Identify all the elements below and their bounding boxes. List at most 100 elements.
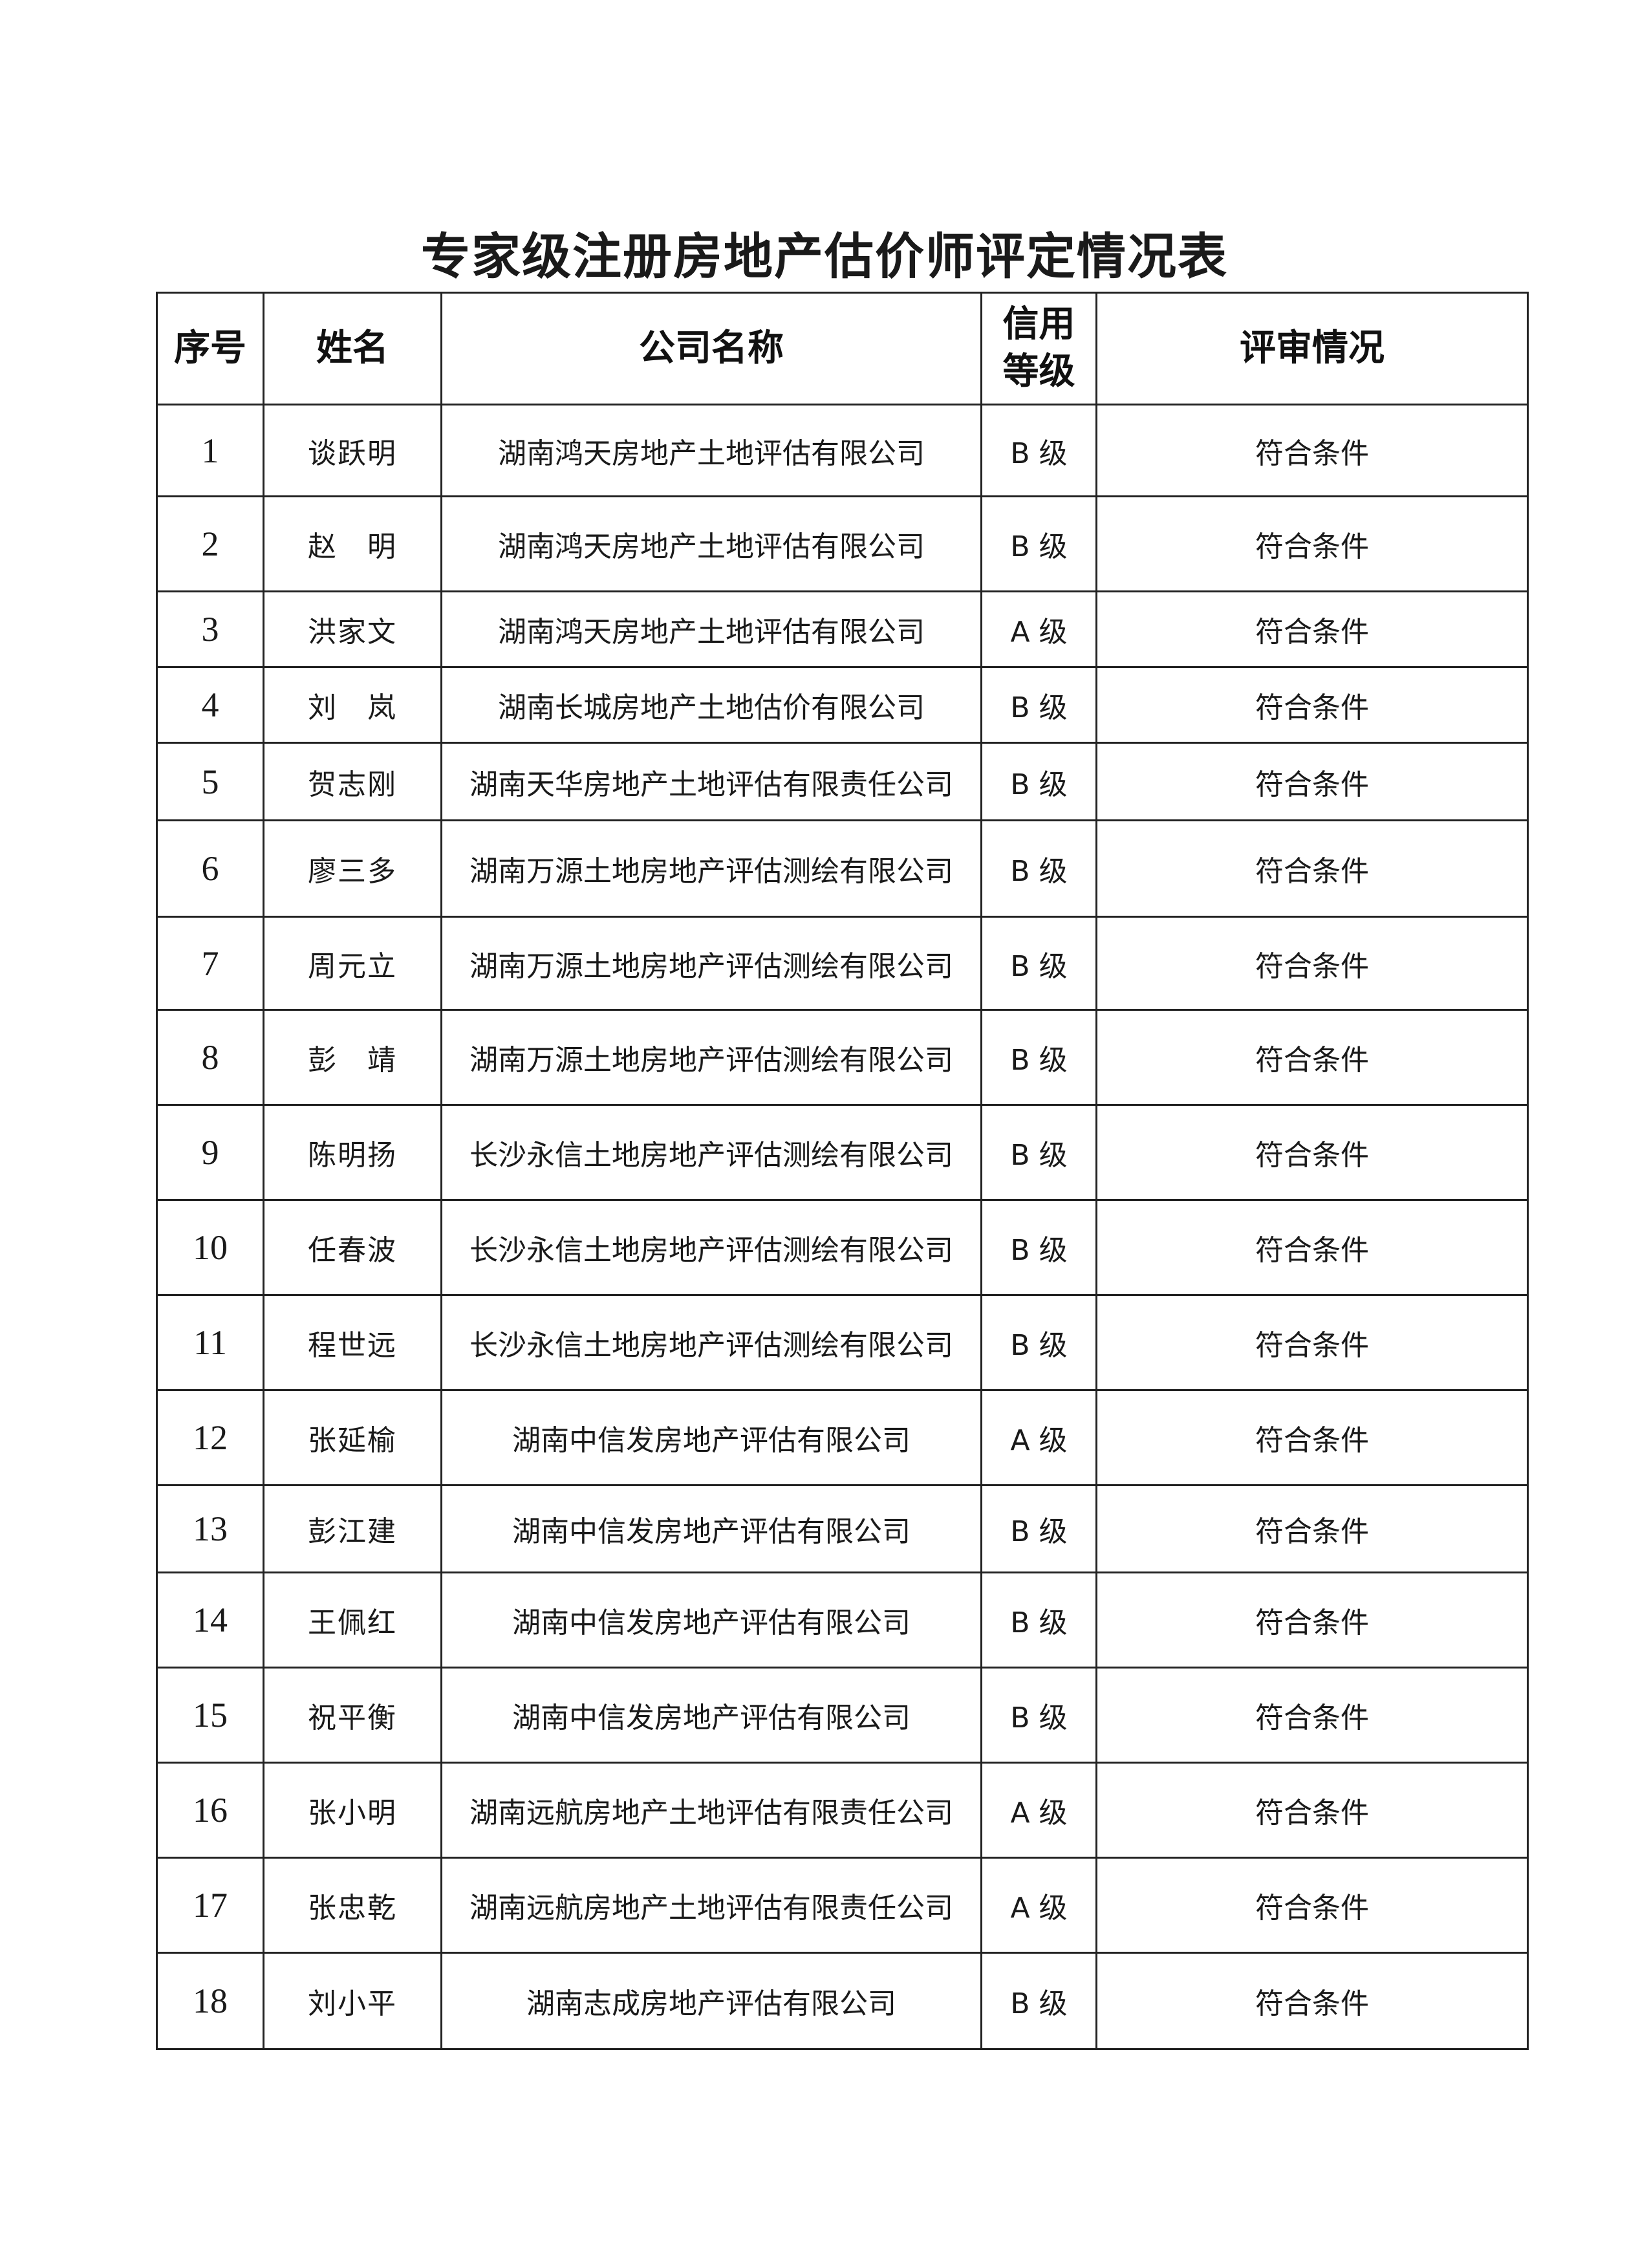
cell-name: 程世远 [263,1294,442,1391]
cell-no: 3 [156,590,264,668]
page-title: 专家级注册房地产估价师评定情况表 [421,228,1228,285]
cell-company: 长沙永信土地房地产评估测绘有限公司 [440,1294,982,1391]
header-credit-grade: 信用等级 [980,292,1097,405]
header-name: 姓名 [263,292,442,405]
cell-company: 湖南中信发房地产评估有限公司 [440,1389,982,1486]
table-row: 3 洪家文 湖南鸿天房地产土地评估有限公司 A 级符合条件 [156,590,1529,668]
cell-review-result: 符合条件 [1095,404,1529,497]
cell-no: 18 [156,1952,264,2050]
cell-name: 谈跃明 [263,404,442,497]
table-row: 7 周元立 湖南万源土地房地产评估测绘有限公司 B 级符合条件 [156,916,1529,1011]
cell-company: 湖南万源土地房地产评估测绘有限公司 [440,819,982,918]
table-row: 16 张小明 湖南远航房地产土地评估有限责任公司 A 级符合条件 [156,1762,1529,1859]
cell-review-result: 符合条件 [1095,1199,1529,1296]
cell-credit-grade: B 级 [980,495,1097,592]
cell-credit-grade: A 级 [980,590,1097,668]
cell-credit-grade: B 级 [980,1199,1097,1296]
cell-name: 任春波 [263,1199,442,1296]
cell-name: 陈明扬 [263,1104,442,1201]
cell-company: 湖南中信发房地产评估有限公司 [440,1571,982,1669]
cell-review-result: 符合条件 [1095,1009,1529,1106]
cell-name: 周元立 [263,916,442,1011]
table-header-row: 序号 姓名 公司名称 信用等级 评审情况 [156,292,1529,405]
cell-company: 湖南长城房地产土地估价有限公司 [440,666,982,744]
cell-credit-grade: B 级 [980,1484,1097,1573]
table-row: 13 彭江建 湖南中信发房地产评估有限公司 B 级符合条件 [156,1484,1529,1573]
header-review-result: 评审情况 [1095,292,1529,405]
cell-credit-grade: B 级 [980,1294,1097,1391]
table-row: 1 谈跃明 湖南鸿天房地产土地评估有限公司 B 级符合条件 [156,404,1529,497]
cell-review-result: 符合条件 [1095,590,1529,668]
cell-review-result: 符合条件 [1095,742,1529,821]
table-row: 9 陈明扬 长沙永信土地房地产评估测绘有限公司 B 级符合条件 [156,1104,1529,1201]
cell-credit-grade: B 级 [980,1571,1097,1669]
cell-review-result: 符合条件 [1095,1571,1529,1669]
cell-review-result: 符合条件 [1095,1667,1529,1764]
cell-company: 长沙永信土地房地产评估测绘有限公司 [440,1199,982,1296]
cell-name: 王佩红 [263,1571,442,1669]
cell-no: 10 [156,1199,264,1296]
cell-credit-grade: B 级 [980,1104,1097,1201]
cell-name: 祝平衡 [263,1667,442,1764]
cell-no: 16 [156,1762,264,1859]
cell-company: 湖南万源土地房地产评估测绘有限公司 [440,916,982,1011]
cell-review-result: 符合条件 [1095,819,1529,918]
table-row: 6 廖三多 湖南万源土地房地产评估测绘有限公司 B 级符合条件 [156,819,1529,918]
cell-review-result: 符合条件 [1095,1104,1529,1201]
header-no: 序号 [156,292,264,405]
cell-company: 湖南鸿天房地产土地评估有限公司 [440,590,982,668]
cell-company: 湖南中信发房地产评估有限公司 [440,1484,982,1573]
table-row: 18 刘小平 湖南志成房地产评估有限公司 B 级符合条件 [156,1952,1529,2050]
table-row: 12 张延榆 湖南中信发房地产评估有限公司 A 级符合条件 [156,1389,1529,1486]
cell-company: 湖南远航房地产土地评估有限责任公司 [440,1762,982,1859]
cell-company: 湖南中信发房地产评估有限公司 [440,1667,982,1764]
cell-company: 湖南万源土地房地产评估测绘有限公司 [440,1009,982,1106]
table-row: 17 张忠乾 湖南远航房地产土地评估有限责任公司 A 级符合条件 [156,1857,1529,1954]
cell-no: 4 [156,666,264,744]
cell-review-result: 符合条件 [1095,1857,1529,1954]
cell-company: 湖南志成房地产评估有限公司 [440,1952,982,2050]
cell-no: 17 [156,1857,264,1954]
table-row: 15 祝平衡 湖南中信发房地产评估有限公司 B 级符合条件 [156,1667,1529,1764]
cell-name: 贺志刚 [263,742,442,821]
header-company: 公司名称 [440,292,982,405]
cell-no: 7 [156,916,264,1011]
cell-credit-grade: B 级 [980,666,1097,744]
cell-credit-grade: B 级 [980,1952,1097,2050]
cell-review-result: 符合条件 [1095,1952,1529,2050]
cell-name: 张小明 [263,1762,442,1859]
cell-credit-grade: A 级 [980,1857,1097,1954]
cell-no: 2 [156,495,264,592]
cell-no: 11 [156,1294,264,1391]
cell-name: 洪家文 [263,590,442,668]
cell-no: 6 [156,819,264,918]
cell-credit-grade: B 级 [980,916,1097,1011]
cell-review-result: 符合条件 [1095,1294,1529,1391]
cell-name: 刘小平 [263,1952,442,2050]
cell-company: 湖南鸿天房地产土地评估有限公司 [440,404,982,497]
cell-name: 彭 靖 [263,1009,442,1106]
cell-review-result: 符合条件 [1095,1484,1529,1573]
cell-name: 张忠乾 [263,1857,442,1954]
cell-credit-grade: A 级 [980,1762,1097,1859]
cell-name: 赵 明 [263,495,442,592]
cell-no: 14 [156,1571,264,1669]
cell-no: 9 [156,1104,264,1201]
cell-credit-grade: A 级 [980,1389,1097,1486]
cell-no: 12 [156,1389,264,1486]
cell-name: 廖三多 [263,819,442,918]
cell-company: 湖南远航房地产土地评估有限责任公司 [440,1857,982,1954]
table-row: 14 王佩红 湖南中信发房地产评估有限公司 B 级符合条件 [156,1571,1529,1669]
cell-name: 彭江建 [263,1484,442,1573]
table-row: 10 任春波 长沙永信土地房地产评估测绘有限公司 B 级符合条件 [156,1199,1529,1296]
cell-credit-grade: B 级 [980,404,1097,497]
cell-no: 15 [156,1667,264,1764]
cell-review-result: 符合条件 [1095,666,1529,744]
table-row: 11 程世远 长沙永信土地房地产评估测绘有限公司 B 级符合条件 [156,1294,1529,1391]
cell-review-result: 符合条件 [1095,1762,1529,1859]
cell-credit-grade: B 级 [980,742,1097,821]
cell-name: 刘 岚 [263,666,442,744]
